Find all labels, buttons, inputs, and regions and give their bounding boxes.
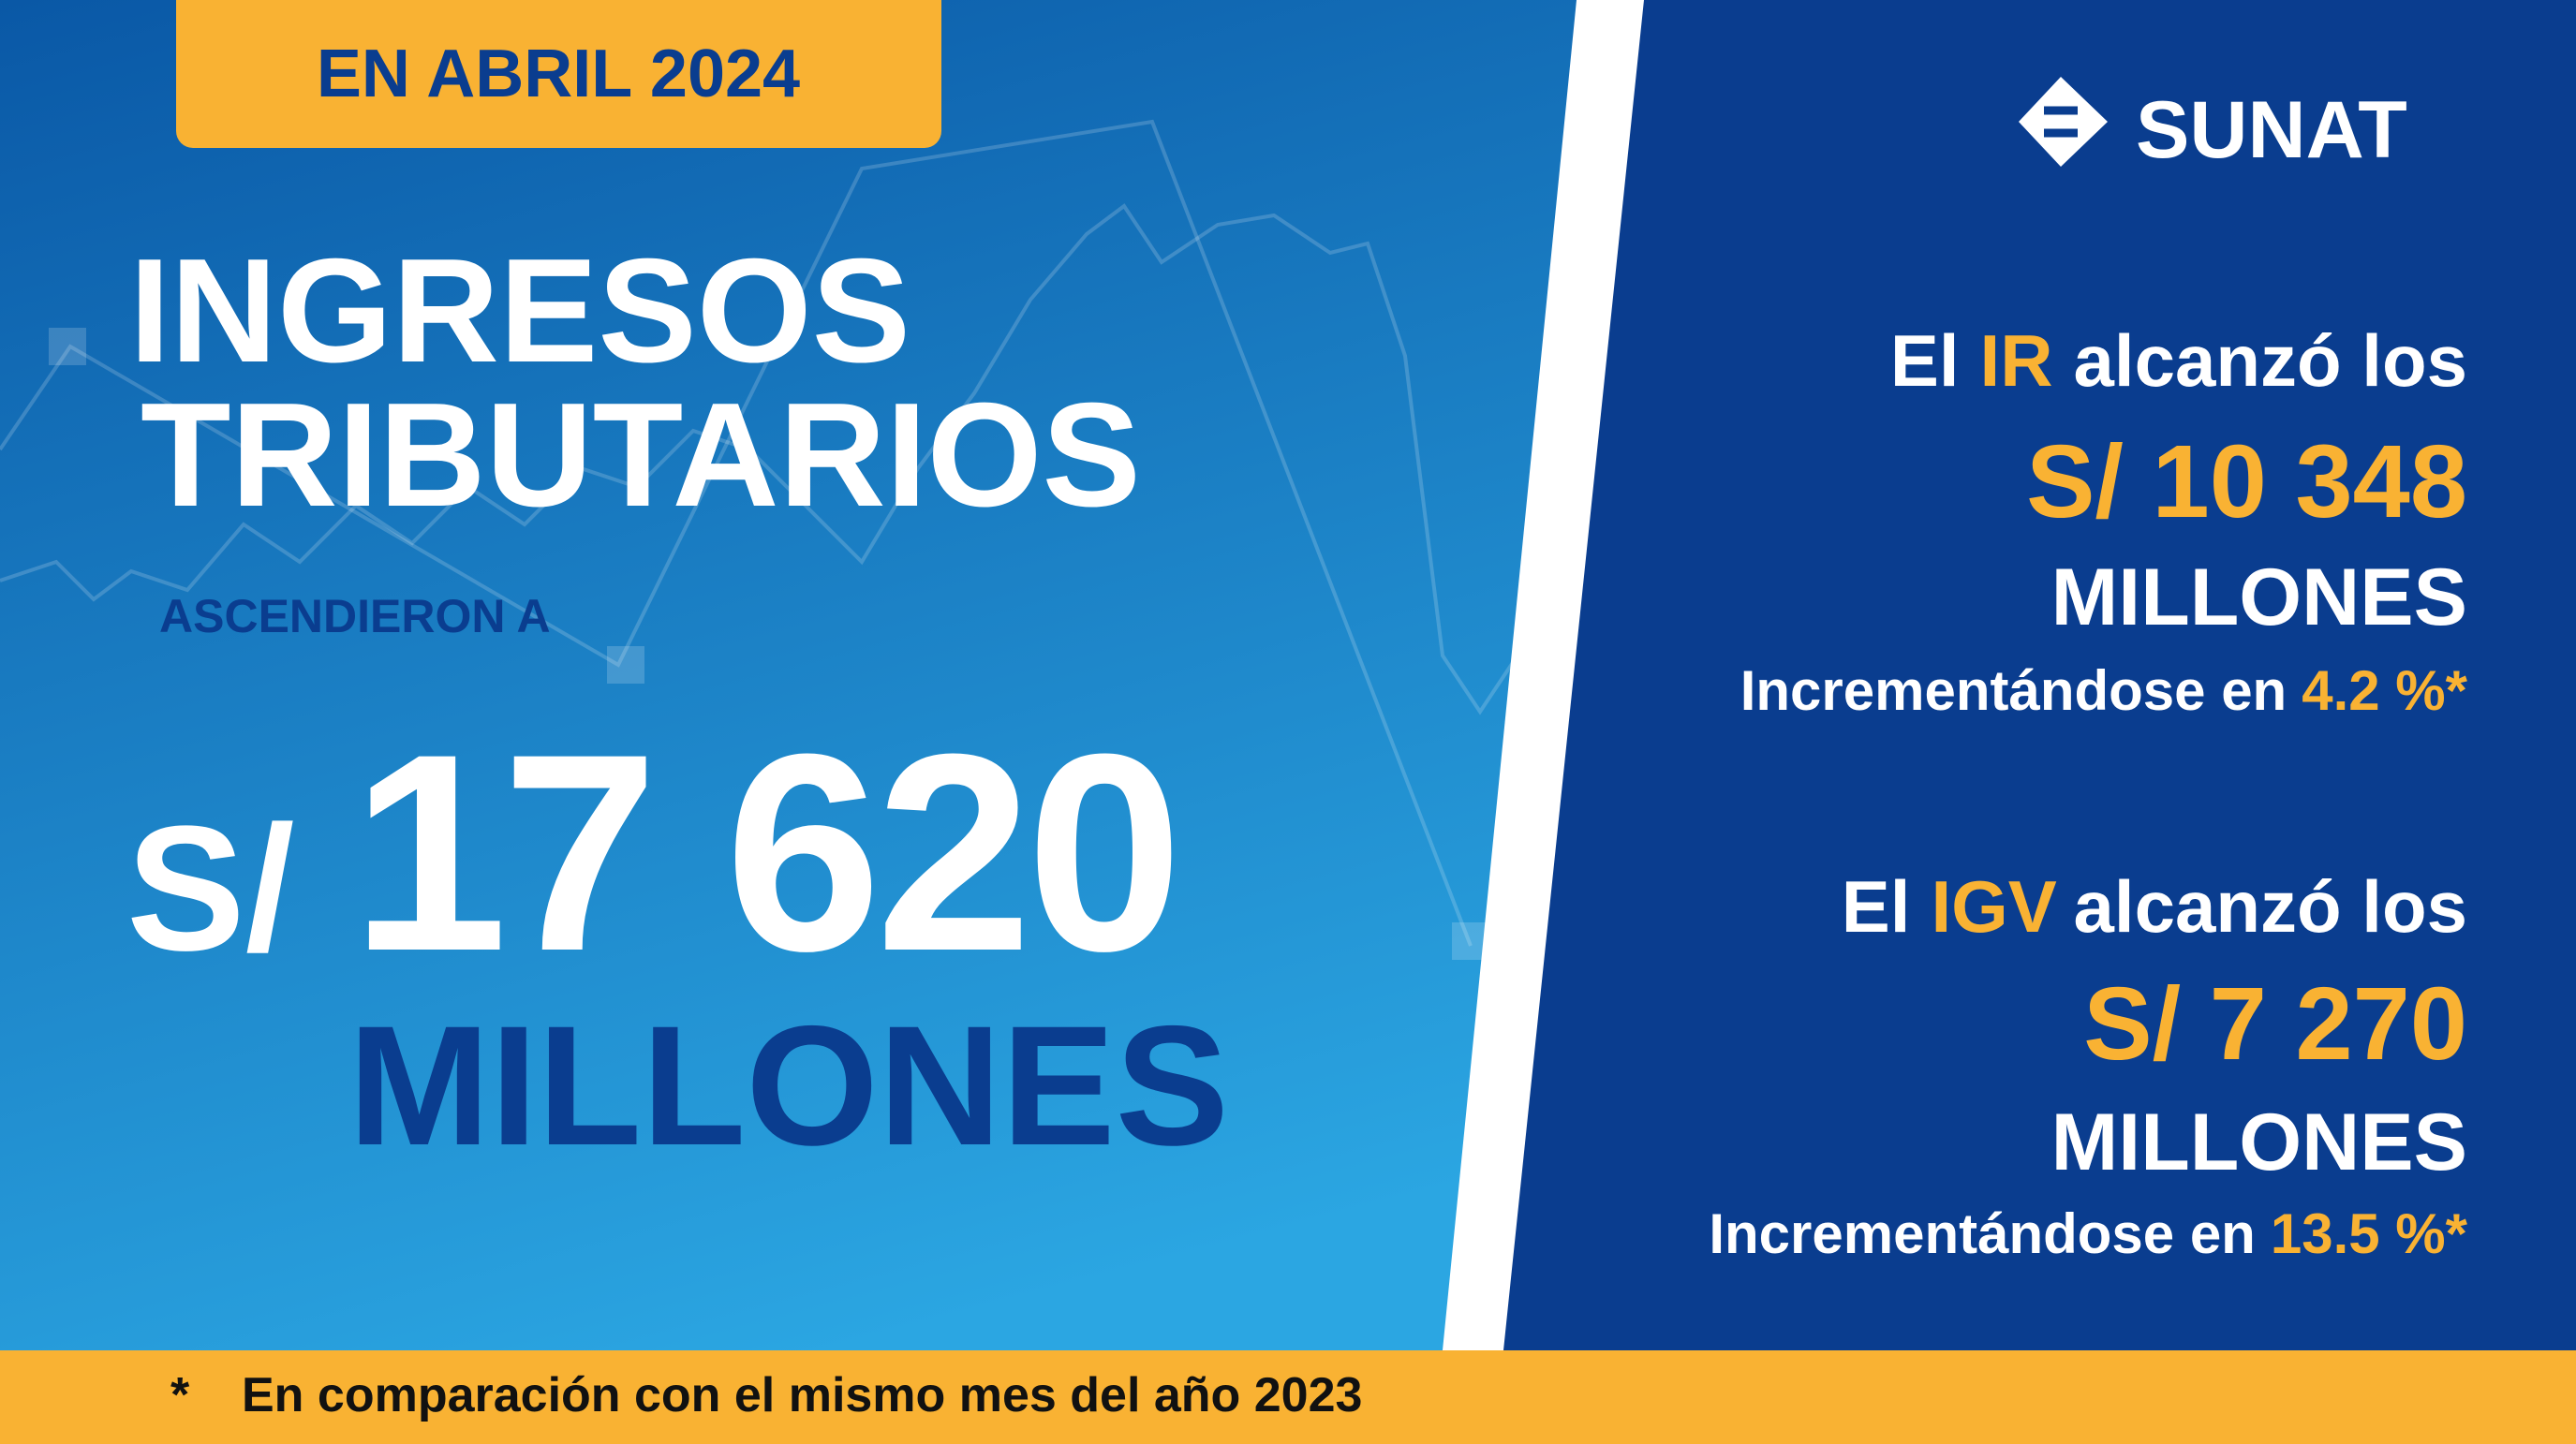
- change-text: Incrementándose en: [1709, 1202, 2256, 1265]
- logo-icon-stripes: [2044, 106, 2078, 138]
- item-unit: MILLONES: [2051, 1098, 2467, 1187]
- item-heading: El IR alcanzó los: [1890, 319, 2467, 402]
- footnote-text: En comparación con el mismo mes del año …: [242, 1368, 1362, 1422]
- item-amount: S/ 10 348: [2026, 424, 2467, 539]
- footnote-marker: *: [170, 1368, 190, 1422]
- trend-line: [0, 119, 1473, 947]
- right-panel: [1443, 0, 2576, 1444]
- decorative-chart: [0, 119, 1557, 947]
- change-value: 4.2 %*: [2302, 659, 2467, 722]
- total-amount: 17 620: [351, 695, 1177, 1009]
- title-line: TRIBUTARIOS: [141, 373, 1141, 538]
- prefix: El: [1842, 865, 1911, 948]
- logo-icon: [2019, 77, 2108, 167]
- item-amount: S/ 7 270: [2083, 966, 2467, 1082]
- tax-name: IR: [1980, 319, 2053, 402]
- verb: alcanzó los: [2074, 319, 2467, 402]
- change-value: 13.5 %*: [2271, 1202, 2468, 1265]
- item-unit: MILLONES: [2051, 553, 2467, 642]
- item-change: Incrementándose en 13.5 %*: [1709, 1202, 2467, 1265]
- logo: SUNAT: [2019, 77, 2407, 175]
- date-tag-text: EN ABRIL 2024: [317, 37, 800, 111]
- date-tag: [176, 0, 941, 148]
- divider-stripe: [1443, 0, 1644, 1350]
- total-unit: MILLONES: [348, 990, 1229, 1181]
- footer-band: [0, 1350, 2576, 1444]
- title-line: INGRESOS: [129, 228, 910, 393]
- currency: S/: [126, 789, 295, 988]
- item-change: Incrementándose en 4.2 %*: [1740, 659, 2468, 722]
- logo-text: SUNAT: [2136, 85, 2407, 175]
- item-heading: El IGV alcanzó los: [1842, 865, 2467, 948]
- price-line: [0, 203, 1557, 715]
- prefix: El: [1890, 319, 1960, 402]
- change-text: Incrementándose en: [1740, 659, 2287, 722]
- tax-name: IGV: [1931, 865, 2056, 948]
- verb: alcanzó los: [2074, 865, 2467, 948]
- subtitle: ASCENDIERON A: [159, 590, 551, 642]
- left-background: [0, 0, 1649, 1444]
